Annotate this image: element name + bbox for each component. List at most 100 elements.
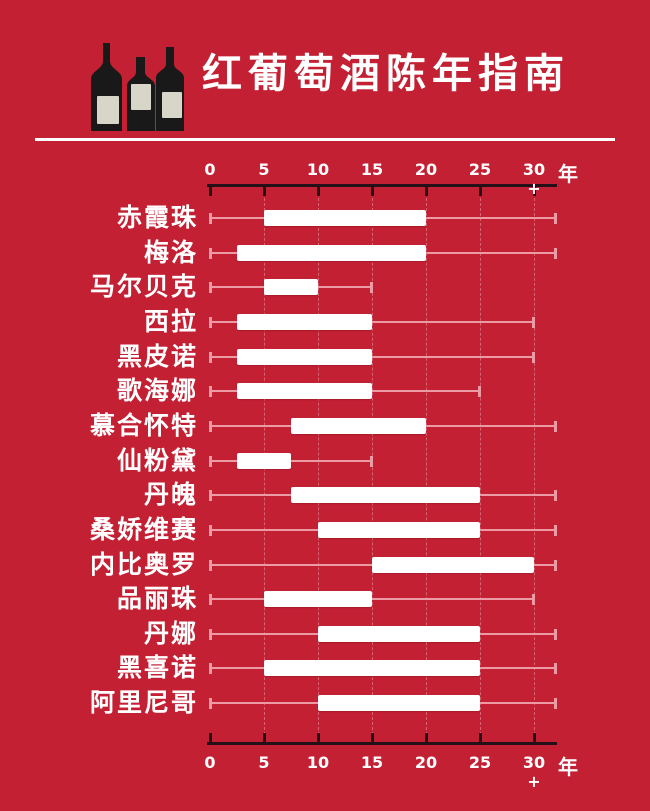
page-title: 红葡萄酒陈年指南: [202, 51, 570, 97]
whisker-cap-left: [209, 559, 212, 571]
whisker-cap-right: [478, 386, 481, 398]
range-bar: [264, 210, 426, 226]
axis-line: [207, 742, 557, 745]
axis-tick: [263, 187, 266, 196]
row-label: 梅洛: [143, 237, 198, 267]
row-label: 黑皮诺: [116, 341, 198, 371]
row-label: 桑娇维赛: [89, 514, 198, 544]
axis-tick-label: 5: [258, 160, 270, 179]
row-label: 西拉: [143, 306, 198, 336]
axis-tick-label: 10: [306, 753, 330, 772]
axis-tick: [533, 187, 536, 196]
whisker-cap-left: [209, 213, 212, 224]
whisker-cap-right: [532, 316, 535, 328]
axis-tick: [371, 187, 374, 196]
whisker-cap-left: [209, 594, 212, 606]
axis-tick-label: 25: [468, 160, 492, 179]
whisker-cap-right: [370, 282, 373, 294]
bottle-label-right: [162, 92, 182, 118]
axis-tick-label: 5: [258, 753, 270, 772]
row-label: 丹魄: [143, 480, 198, 510]
range-bar: [237, 244, 426, 261]
whisker-cap-right: [553, 559, 557, 571]
whisker-cap-left: [209, 455, 212, 467]
whisker-cap-left: [209, 628, 212, 640]
whisker-cap-right: [553, 247, 557, 259]
whisker-cap-left: [209, 663, 212, 675]
whisker-cap-left: [209, 420, 212, 432]
axis-tick: [533, 733, 536, 742]
whisker-line: [210, 320, 534, 323]
gridline: [426, 198, 427, 740]
axis-tick-label: 25: [468, 753, 492, 772]
whisker-cap-left: [209, 351, 212, 363]
range-bar: [237, 348, 372, 365]
range-bar: [318, 695, 480, 712]
whisker-line: [210, 459, 372, 462]
whisker-line: [210, 355, 534, 358]
gridline: [534, 198, 535, 740]
row-label: 丹娜: [143, 618, 198, 648]
axis-tick-label: 20: [414, 753, 438, 772]
range-bar: [237, 313, 372, 330]
whisker-cap-right: [553, 420, 557, 432]
axis-tick-label: 10: [306, 160, 330, 179]
range-bar: [264, 279, 318, 296]
gridline: [372, 198, 373, 740]
range-bar: [237, 452, 291, 469]
gridline: [318, 198, 319, 740]
range-bar: [264, 660, 480, 677]
row-label: 仙粉黛: [116, 445, 198, 475]
axis-tick-label: 30 +: [522, 753, 546, 791]
range-bar: [372, 556, 534, 573]
row-label: 阿里尼哥: [89, 688, 198, 718]
row-label: 赤霞珠: [116, 203, 198, 232]
axis-unit-label: 年: [558, 755, 578, 779]
axis-unit-label: 年: [558, 162, 578, 186]
whisker-cap-right: [553, 628, 557, 640]
axis-tick-label: 15: [360, 753, 384, 772]
axis-tick: [317, 187, 320, 196]
gridline: [264, 198, 265, 740]
whisker-cap-right: [532, 351, 535, 363]
whisker-cap-right: [553, 698, 557, 710]
whisker-cap-left: [209, 698, 212, 710]
range-bar: [318, 625, 480, 642]
axis-line: [207, 184, 557, 187]
row-label: 慕合怀特: [89, 410, 198, 440]
range-bar: [264, 591, 372, 608]
row-label: 马尔贝克: [89, 272, 198, 302]
whisker-cap-left: [209, 524, 212, 536]
range-bar: [237, 383, 372, 400]
whisker-cap-left: [209, 282, 212, 294]
bottle-label-middle: [131, 84, 151, 110]
whisker-cap-right: [553, 524, 557, 536]
axis-tick: [317, 733, 320, 742]
header-divider: [35, 138, 615, 141]
whisker-cap-right: [370, 455, 373, 467]
whisker-cap-left: [209, 316, 212, 328]
axis-tick-label: 0: [204, 160, 216, 179]
axis-tick: [263, 733, 266, 742]
row-label: 歌海娜: [116, 376, 198, 406]
whisker-cap-right: [553, 490, 557, 502]
row-label: 黑喜诺: [116, 653, 198, 683]
bottle-label-left: [97, 96, 119, 124]
row-label: 内比奥罗: [89, 549, 198, 579]
axis-tick: [425, 733, 428, 742]
axis-tick: [209, 187, 212, 196]
axis-tick-label: 30 +: [522, 160, 546, 198]
gridline: [480, 198, 481, 740]
axis-tick: [209, 733, 212, 742]
whisker-cap-right: [532, 594, 535, 606]
whisker-line: [210, 598, 534, 601]
whisker-cap-right: [553, 663, 557, 675]
whisker-cap-right: [553, 213, 557, 224]
range-bar: [318, 521, 480, 538]
axis-tick-label: 0: [204, 753, 216, 772]
axis-tick: [479, 733, 482, 742]
axis-tick-label: 20: [414, 160, 438, 179]
whisker-cap-left: [209, 490, 212, 502]
